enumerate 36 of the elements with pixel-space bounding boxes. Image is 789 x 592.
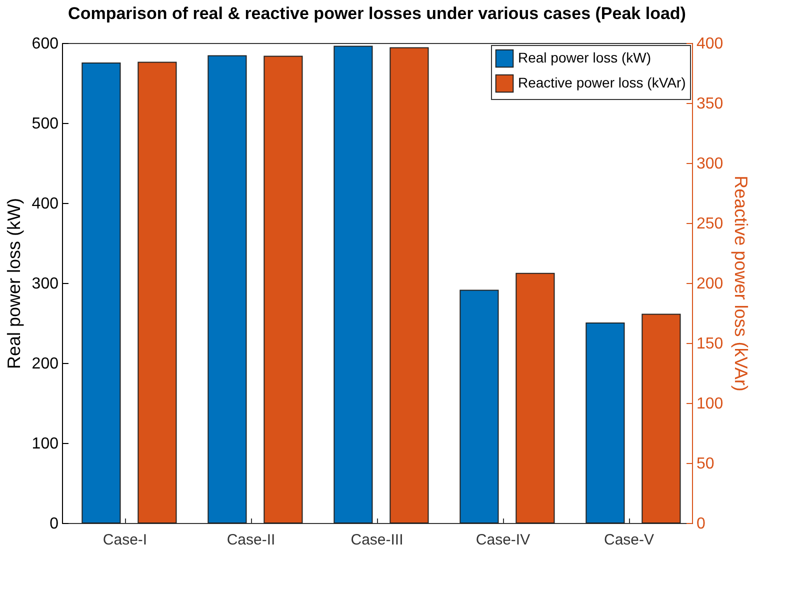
bar [208, 55, 247, 524]
y-tick-label: 400 [32, 196, 59, 212]
y2-tick-label: 200 [696, 276, 724, 292]
x-tick-label: Case-IV [476, 532, 530, 548]
y2-tick-label: 350 [696, 96, 724, 112]
y2-tick-label: 0 [696, 516, 706, 532]
y-tick-label: 200 [32, 356, 59, 372]
bar [516, 272, 555, 524]
y2-tick-label: 400 [696, 36, 724, 52]
y-tick-label: 100 [32, 436, 59, 452]
x-tick-label: Case-V [604, 532, 654, 548]
x-tick-label: Case-I [102, 532, 148, 548]
y2-tick-label: 100 [696, 396, 724, 412]
bar [138, 62, 177, 524]
y2-tick-label: 150 [696, 336, 724, 352]
y2-tick-label: 50 [696, 456, 714, 472]
bar [264, 56, 303, 524]
y-axis-title: Real power loss (kW) [4, 198, 24, 370]
y2-tick-label: 300 [696, 156, 724, 172]
legend-label: Reactive power loss (kVAr) [518, 74, 686, 90]
bar [334, 46, 373, 524]
y2-tick-label: 250 [696, 216, 724, 232]
bar [390, 47, 429, 524]
y-tick-label: 600 [32, 36, 59, 52]
y-tick-label: 300 [32, 276, 59, 292]
legend-label: Real power loss (kW) [518, 50, 652, 66]
bar [82, 62, 121, 524]
chart-title: Comparison of real & reactive power losses under various cases (Peak load) [68, 4, 686, 23]
y-tick-label: 500 [32, 116, 59, 132]
y2-axis-title: Reactive power loss (kVAr) [731, 176, 752, 392]
x-tick-label: Case-II [226, 532, 276, 548]
bar [642, 314, 681, 524]
bar [460, 290, 499, 524]
x-tick-label: Case-III [350, 532, 404, 548]
y-tick-label: 0 [50, 516, 59, 532]
bar [586, 322, 625, 524]
